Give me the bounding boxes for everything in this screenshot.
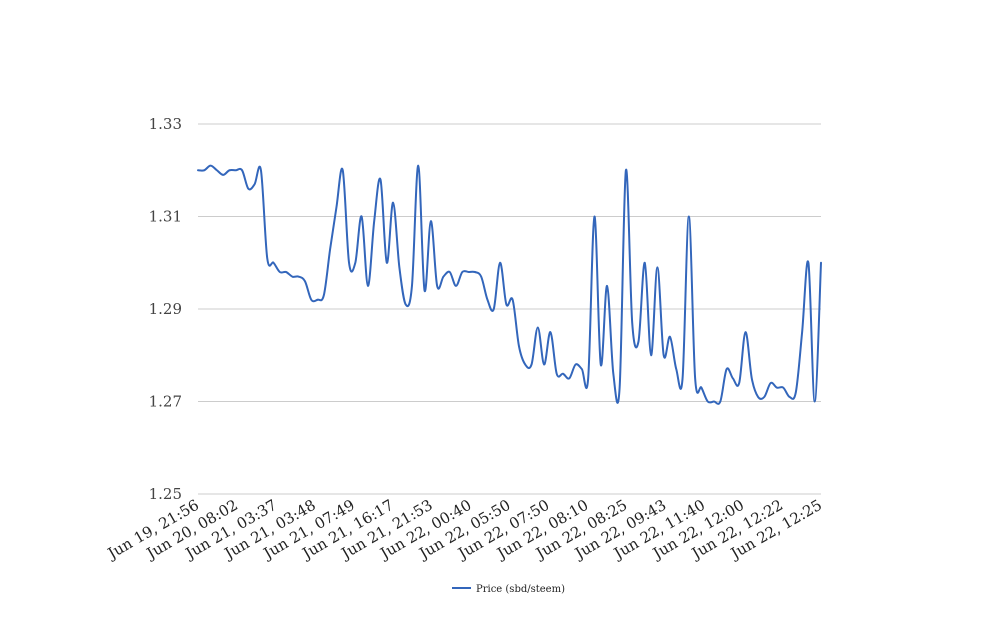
y-tick-label: 1.33	[149, 115, 182, 133]
y-tick-label: 1.25	[149, 485, 182, 503]
legend: Price (sbd/steem)	[452, 584, 565, 595]
gridlines	[198, 123, 821, 495]
legend-label: Price (sbd/steem)	[476, 584, 565, 595]
y-tick-label: 1.27	[149, 393, 182, 411]
series-lines	[197, 164, 822, 405]
y-axis-ticks: 1.25 1.27 1.29 1.31 1.33	[149, 115, 182, 503]
y-tick-label: 1.31	[149, 208, 182, 226]
y-tick-label: 1.29	[149, 300, 182, 318]
series-line-price	[197, 164, 822, 405]
